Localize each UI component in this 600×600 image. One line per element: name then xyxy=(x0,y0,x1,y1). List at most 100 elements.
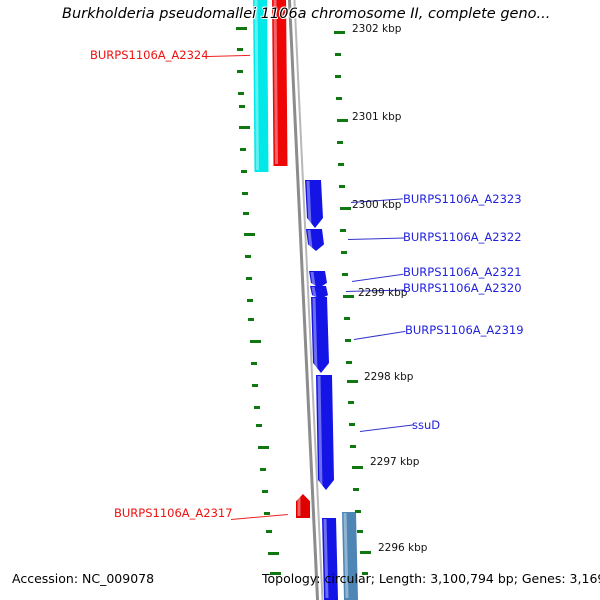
red-feature-bar[interactable] xyxy=(272,0,288,166)
red-feature-bar-body[interactable] xyxy=(272,0,288,166)
ruler-tick-right xyxy=(355,510,361,513)
gene-arrow-a2317-body[interactable] xyxy=(296,494,310,518)
ruler-tick-right xyxy=(360,551,371,554)
ruler-tick-left xyxy=(246,277,252,280)
gene-arrow-bottom-steel-body[interactable] xyxy=(342,512,358,600)
ruler-tick-left xyxy=(266,530,272,533)
gene-label[interactable]: BURPS1106A_A2322 xyxy=(403,230,522,244)
ruler-tick-label: 2302 kbp xyxy=(352,23,402,35)
ruler-tick-left xyxy=(248,318,254,321)
page-title: Burkholderia pseudomallei 1106a chromoso… xyxy=(62,6,551,22)
ruler-tick-right xyxy=(337,119,348,122)
ruler-tick-left xyxy=(243,212,249,215)
sequence-axis-line xyxy=(287,0,320,600)
ruler-tick-label: 2296 kbp xyxy=(378,542,428,554)
gene-arrow-ssud[interactable] xyxy=(316,375,334,490)
gene-arrow-a2321-body[interactable] xyxy=(309,271,327,288)
gene-arrow-a2319-body[interactable] xyxy=(311,297,329,373)
ruler-tick-right xyxy=(357,530,363,533)
ruler-tick-left xyxy=(244,233,255,236)
gene-label[interactable]: BURPS1106A_A2319 xyxy=(405,323,524,337)
ruler-tick-right xyxy=(349,423,355,426)
ruler-tick-right xyxy=(335,75,341,78)
ruler-tick-right xyxy=(348,401,354,404)
gene-arrow-a2319[interactable] xyxy=(311,297,329,373)
ruler-tick-right xyxy=(340,229,346,232)
ruler-tick-left xyxy=(264,512,270,515)
gene-arrow-bottom-steel[interactable] xyxy=(342,512,358,600)
gene-arrow-a2320-body[interactable] xyxy=(310,286,328,299)
gene-arrow-a2320-highlight xyxy=(311,287,317,297)
gene-arrow-a2321-highlight xyxy=(310,272,316,286)
ruler-tick-left xyxy=(242,192,248,195)
gene-arrow-a2321[interactable] xyxy=(309,271,327,288)
ruler-tick-left xyxy=(245,255,251,258)
gene-arrow-bottom-blue-body[interactable] xyxy=(322,518,338,600)
ruler-tick-right xyxy=(346,361,352,364)
gene-arrow-bottom-steel-highlight xyxy=(343,513,349,598)
ruler-tick-right xyxy=(341,251,347,254)
ruler-tick-right xyxy=(353,488,359,491)
ruler-tick-left xyxy=(262,490,268,493)
accession-label: Accession: NC_009078 xyxy=(12,571,155,586)
ruler-tick-right xyxy=(334,31,345,34)
ruler-tick-left xyxy=(240,148,246,151)
ruler-tick-left xyxy=(241,170,247,173)
gene-arrow-ssud-body[interactable] xyxy=(316,375,334,490)
ruler-tick-right xyxy=(362,572,368,575)
ruler-tick-right xyxy=(336,97,342,100)
gene-arrow-bottom-blue-highlight xyxy=(323,519,329,598)
gene-arrow-a2322-body[interactable] xyxy=(306,229,324,251)
gene-arrow-bottom-blue[interactable] xyxy=(322,518,338,600)
cyan-feature-bar[interactable] xyxy=(253,0,269,172)
gene-arrow-ssud-highlight xyxy=(317,376,323,488)
ruler-tick-right xyxy=(338,163,344,166)
gene-label[interactable]: BURPS1106A_A2323 xyxy=(403,192,522,206)
ruler-tick-left xyxy=(268,552,279,555)
gene-label[interactable]: ssuD xyxy=(412,418,441,432)
ruler-tick-left xyxy=(236,8,242,11)
ruler-tick-right xyxy=(335,53,341,56)
red-feature-bar-highlight xyxy=(273,0,278,164)
gene-label[interactable]: BURPS1106A_A2320 xyxy=(403,281,522,295)
gene-arrow-a2317-highlight xyxy=(297,495,301,516)
ruler-tick-left xyxy=(254,406,260,409)
ruler-tick-label: 2299 kbp xyxy=(358,287,408,299)
ruler-tick-left xyxy=(258,446,269,449)
ruler-tick-right xyxy=(345,339,351,342)
sequence-summary-label: Topology: circular; Length: 3,100,794 bp… xyxy=(262,571,600,586)
gene-arrow-a2322[interactable] xyxy=(306,229,324,251)
ruler-tick-label: 2301 kbp xyxy=(352,111,402,123)
ruler-tick-left xyxy=(251,362,257,365)
ruler-tick-left xyxy=(237,70,243,73)
ruler-tick-left xyxy=(250,340,261,343)
gene-label[interactable]: BURPS1106A_A2317 xyxy=(114,506,233,520)
ruler-tick-left xyxy=(236,27,247,30)
gene-arrow-a2323-body[interactable] xyxy=(305,180,323,228)
ruler-tick-left xyxy=(260,468,266,471)
ruler-tick-left xyxy=(256,424,262,427)
ruler-tick-left xyxy=(239,105,245,108)
ruler-tick-right xyxy=(344,317,350,320)
ruler-tick-right xyxy=(342,273,348,276)
ruler-tick-right xyxy=(337,141,343,144)
gene-label[interactable]: BURPS1106A_A2324 xyxy=(90,48,209,62)
ruler-tick-right xyxy=(352,466,363,469)
ruler-tick-left xyxy=(237,48,243,51)
ruler-tick-label: 2297 kbp xyxy=(370,456,420,468)
ruler-tick-right xyxy=(350,445,356,448)
sequence-axis-line-shadow xyxy=(293,0,324,600)
ruler-tick-right xyxy=(340,207,351,210)
ruler-tick-left xyxy=(247,299,253,302)
gene-arrow-a2317[interactable] xyxy=(296,494,310,518)
cyan-feature-bar-body[interactable] xyxy=(253,0,269,172)
gene-arrow-a2319-highlight xyxy=(312,298,318,371)
gene-arrow-a2320[interactable] xyxy=(310,286,328,299)
gene-arrow-a2322-highlight xyxy=(307,230,313,249)
gene-label[interactable]: BURPS1106A_A2321 xyxy=(403,265,522,279)
ruler-tick-right xyxy=(347,380,358,383)
gene-arrow-a2323[interactable] xyxy=(305,180,323,228)
